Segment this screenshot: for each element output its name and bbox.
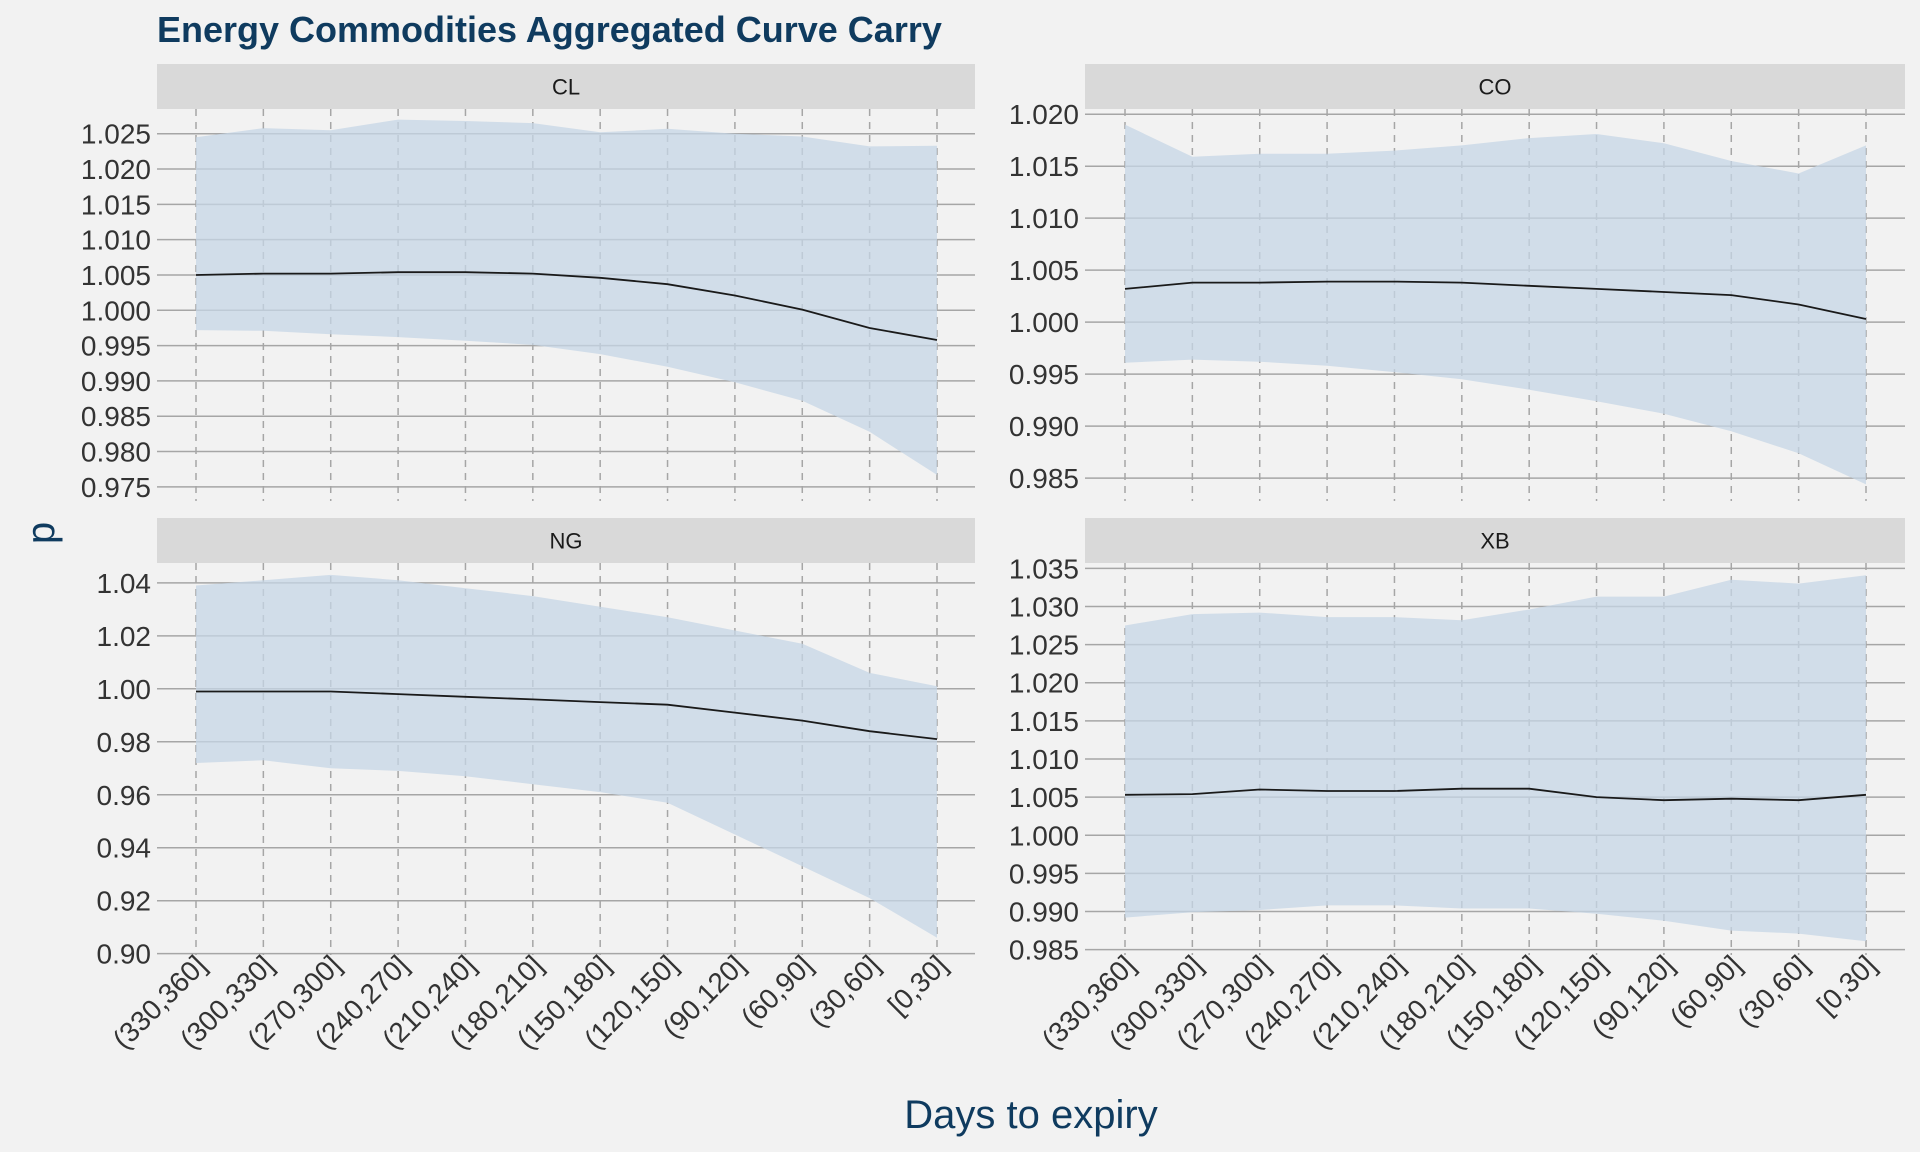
strip-background xyxy=(157,518,975,563)
median-line xyxy=(1124,787,1867,802)
y-tick-label: 0.980 xyxy=(81,437,151,468)
y-axis-title: p xyxy=(19,522,63,544)
x-axis-title: Days to expiry xyxy=(904,1093,1157,1137)
y-tick-label: 1.015 xyxy=(1009,706,1079,737)
strip-label: NG xyxy=(550,529,583,554)
y-tick-label: 0.94 xyxy=(97,833,152,864)
y-tick-label: 1.010 xyxy=(1009,744,1079,775)
y-tick-label: 0.96 xyxy=(97,780,152,811)
confidence-band xyxy=(1125,575,1866,942)
y-tick-label: 1.030 xyxy=(1009,591,1079,622)
y-tick-label: 1.020 xyxy=(1009,668,1079,699)
strip-background xyxy=(157,64,975,109)
y-tick-label: 1.010 xyxy=(81,225,151,256)
strip-label: CL xyxy=(552,75,580,100)
y-tick-label: 1.000 xyxy=(81,295,151,326)
y-tick-label: 0.990 xyxy=(81,366,151,397)
y-tick-label: 1.010 xyxy=(1009,203,1079,234)
y-tick-label: 0.985 xyxy=(81,401,151,432)
median-line xyxy=(195,271,938,341)
y-tick-label: 0.995 xyxy=(1009,858,1079,889)
y-tick-label: 1.025 xyxy=(81,119,151,150)
y-tick-label: 0.98 xyxy=(97,727,152,758)
y-tick-label: 1.035 xyxy=(1009,553,1079,584)
strip-background xyxy=(1085,518,1905,563)
y-tick-label: 0.90 xyxy=(97,939,152,970)
y-tick-label: 0.990 xyxy=(1009,897,1079,928)
median-line xyxy=(1124,280,1867,320)
y-tick-label: 0.975 xyxy=(81,472,151,503)
confidence-band xyxy=(196,574,937,938)
median-line xyxy=(196,690,938,740)
confidence-band xyxy=(196,119,937,475)
y-tick-label: 1.005 xyxy=(1009,255,1079,286)
y-tick-label: 0.985 xyxy=(1009,463,1079,494)
panel-co: CO 0.985 0.990 0.995 1.000 1.005 1.010 1.015 1.0… xyxy=(1009,64,1905,501)
y-tick-label: 1.04 xyxy=(97,568,152,599)
y-tick-label: 0.985 xyxy=(1009,935,1079,966)
y-tick-label: 1.015 xyxy=(81,189,151,220)
strip-background xyxy=(1085,64,1905,109)
y-tick-label: 0.995 xyxy=(1009,359,1079,390)
y-tick-label: 1.000 xyxy=(1009,820,1079,851)
y-tick-label: 1.015 xyxy=(1009,151,1079,182)
y-tick-label: 1.005 xyxy=(1009,782,1079,813)
y-tick-label: 1.02 xyxy=(97,621,152,652)
panel-cl: CL 0.975 0.980 0.985 0.990 0.995 1.000 1.005 1.0… xyxy=(81,64,975,503)
y-tick-label: 1.020 xyxy=(81,154,151,185)
confidence-band xyxy=(1125,124,1866,485)
strip-label: CO xyxy=(1479,75,1512,100)
chart-title: Energy Commodities Aggregated Curve Carr… xyxy=(157,9,942,50)
y-tick-label: 0.995 xyxy=(81,331,151,362)
y-tick-label: 1.025 xyxy=(1009,630,1079,661)
strip-label: XB xyxy=(1480,529,1509,554)
y-tick-label: 0.92 xyxy=(97,886,152,917)
y-tick-label: 1.005 xyxy=(81,260,151,291)
y-tick-label: 1.00 xyxy=(97,674,152,705)
y-tick-label: 1.000 xyxy=(1009,307,1079,338)
y-tick-label: 1.020 xyxy=(1009,99,1079,130)
y-tick-label: 0.990 xyxy=(1009,411,1079,442)
